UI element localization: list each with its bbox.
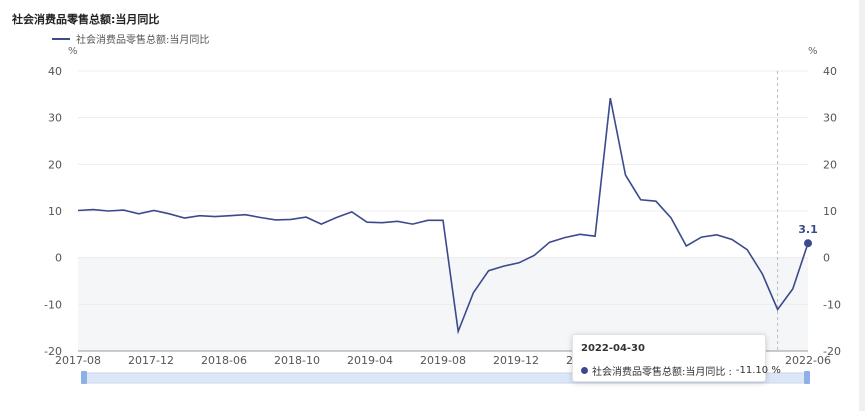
y-tick-label-right: 40 [823, 65, 837, 78]
tooltip-date: 2022-04-30 [581, 343, 645, 354]
legend-line-icon [52, 37, 70, 40]
y-tick-label-right: -10 [823, 298, 841, 311]
x-tick-label: 2017-08 [55, 354, 101, 367]
zoom-handle-left [81, 371, 87, 384]
y-tick-label-right: 10 [823, 205, 837, 218]
tooltip: 2022-04-30 社会消费品零售总额:当月同比 : -11.10 % [572, 334, 781, 382]
chart-title: 社会消费品零售总额:当月同比 [12, 13, 160, 26]
y-tick-label-left: 0 [55, 252, 62, 265]
left-axis-unit: % [68, 46, 78, 57]
x-tick-label: 2019-04 [347, 354, 393, 367]
end-point [804, 239, 812, 248]
x-tick-label: 2019-12 [493, 354, 539, 367]
y-tick-label-right: 0 [823, 252, 830, 265]
y-tick-label-left: 40 [48, 65, 62, 78]
series-dot-icon [581, 367, 588, 374]
tooltip-row: 社会消费品零售总额:当月同比 : -11.10 % [581, 363, 781, 378]
zoom-handle-right [804, 371, 810, 384]
legend-label: 社会消费品零售总额:当月同比 [76, 35, 210, 46]
y-tick-label-right: 30 [823, 112, 837, 125]
y-tick-label-right: -20 [823, 345, 841, 358]
series-line [77, 97, 809, 335]
x-tick-label: 2018-06 [201, 354, 247, 367]
y-tick-label-left: 20 [48, 158, 62, 171]
end-point-label: 3.1 [798, 223, 818, 236]
scrollbar-track [859, 0, 865, 411]
y-tick-label-left: 10 [48, 205, 62, 218]
legend[interactable]: 社会消费品零售总额:当月同比 [52, 31, 209, 46]
right-axis-unit: % [808, 46, 818, 57]
x-tick-label: 2022-06 [785, 354, 831, 367]
y-tick-label-left: -10 [44, 298, 62, 311]
x-tick-label: 2017-12 [128, 354, 174, 367]
x-tick-label: 2019-08 [420, 354, 466, 367]
tooltip-series: 社会消费品零售总额:当月同比 : [592, 367, 732, 378]
x-tick-label: 2018-10 [274, 354, 320, 367]
tooltip-value: -11.10 % [735, 365, 781, 376]
y-tick-label-left: -20 [44, 345, 62, 358]
y-tick-label-left: 30 [48, 112, 62, 125]
y-tick-label-right: 20 [823, 158, 837, 171]
